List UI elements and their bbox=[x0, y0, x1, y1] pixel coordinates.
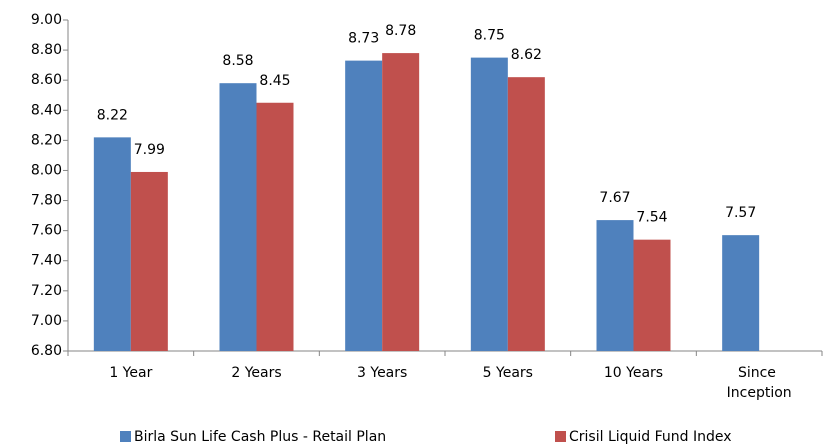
bar bbox=[722, 235, 760, 351]
x-tick-label: 10 Years bbox=[604, 365, 663, 381]
bar bbox=[130, 171, 168, 351]
x-tick-label: 5 Years bbox=[483, 365, 533, 381]
x-tick-label: Since Inception bbox=[727, 365, 792, 401]
bar bbox=[219, 83, 257, 351]
data-label: 8.45 bbox=[259, 73, 290, 89]
bar bbox=[507, 77, 545, 351]
legend-swatch bbox=[555, 431, 566, 442]
x-tick-label: 3 Years bbox=[357, 365, 407, 381]
y-tick-label: 6.80 bbox=[31, 343, 62, 359]
x-tick-label: 1 Year bbox=[109, 365, 152, 381]
legend-swatch bbox=[120, 431, 131, 442]
x-tick-label: 2 Years bbox=[231, 365, 281, 381]
data-label: 8.75 bbox=[474, 28, 505, 44]
y-tick-label: 8.80 bbox=[31, 42, 62, 58]
y-tick-label: 9.00 bbox=[31, 12, 62, 28]
data-label: 7.67 bbox=[599, 190, 630, 206]
bar bbox=[470, 57, 508, 351]
data-label: 8.22 bbox=[97, 107, 128, 123]
data-label: 8.73 bbox=[348, 31, 379, 47]
bar bbox=[345, 60, 383, 351]
y-tick-label: 7.40 bbox=[31, 253, 62, 269]
data-label: 7.99 bbox=[134, 142, 165, 158]
bar bbox=[382, 53, 420, 351]
legend-label: Crisil Liquid Fund Index bbox=[569, 429, 732, 445]
data-label: 7.57 bbox=[725, 205, 756, 221]
bar bbox=[256, 102, 294, 351]
bar bbox=[596, 220, 634, 351]
y-tick-label: 8.20 bbox=[31, 132, 62, 148]
data-label: 8.58 bbox=[222, 53, 253, 69]
y-tick-label: 8.60 bbox=[31, 72, 62, 88]
data-label: 8.78 bbox=[385, 23, 416, 39]
y-tick-label: 8.00 bbox=[31, 162, 62, 178]
bar bbox=[93, 137, 131, 351]
bar bbox=[633, 239, 671, 351]
y-tick-label: 7.00 bbox=[31, 313, 62, 329]
y-tick-label: 7.80 bbox=[31, 193, 62, 209]
legend-label: Birla Sun Life Cash Plus - Retail Plan bbox=[134, 429, 386, 445]
data-label: 8.62 bbox=[511, 47, 542, 63]
y-tick-label: 8.40 bbox=[31, 102, 62, 118]
y-tick-label: 7.20 bbox=[31, 283, 62, 299]
data-label: 7.54 bbox=[636, 210, 667, 226]
y-tick-label: 7.60 bbox=[31, 223, 62, 239]
